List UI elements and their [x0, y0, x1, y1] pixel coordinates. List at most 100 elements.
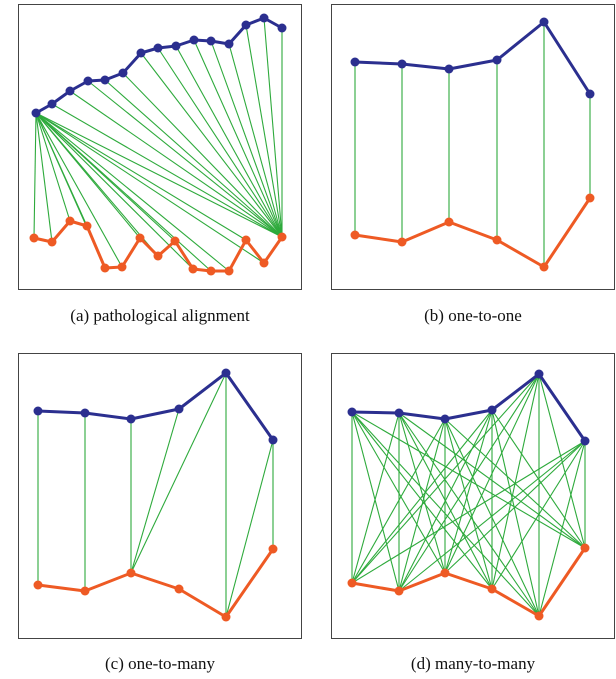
top-series-point [348, 408, 357, 417]
top-series-point [351, 58, 360, 67]
bottom-series-point [348, 579, 357, 588]
bottom-series-line [355, 198, 590, 267]
top-series-point [398, 60, 407, 69]
alignment-line [539, 441, 585, 616]
top-series-point [172, 42, 181, 51]
top-series-point [81, 409, 90, 418]
top-series-point [222, 369, 231, 378]
alignment-line [105, 80, 282, 237]
top-series-point [225, 40, 234, 49]
bottom-series-point [493, 236, 502, 245]
bottom-series-point [118, 263, 127, 272]
top-series-point [127, 415, 136, 424]
top-series-line [355, 22, 590, 94]
top-series-point [34, 407, 43, 416]
bottom-series-point [207, 267, 216, 276]
panel-c-graphic [34, 369, 278, 622]
bottom-series-point [586, 194, 595, 203]
bottom-series-point [395, 587, 404, 596]
top-series-point [540, 18, 549, 27]
bottom-series-point [136, 234, 145, 243]
alignment-line [88, 81, 282, 237]
alignment-line [70, 91, 282, 237]
bottom-series-point [260, 259, 269, 268]
top-series-point [260, 14, 269, 23]
top-series-point [190, 36, 199, 45]
bottom-series-point [488, 585, 497, 594]
top-series-point [119, 69, 128, 78]
bottom-series-point [66, 217, 75, 226]
alignment-line [131, 409, 179, 573]
top-series-line [352, 374, 585, 441]
bottom-series-point [535, 612, 544, 621]
alignment-line [211, 41, 282, 237]
top-series-point [66, 87, 75, 96]
bottom-series-point [189, 265, 198, 274]
bottom-series-point [225, 267, 234, 276]
alignment-line [352, 410, 492, 583]
bottom-series-point [222, 613, 231, 622]
bottom-series-point [127, 569, 136, 578]
panel-a-graphic [30, 14, 287, 276]
top-series-line [36, 18, 282, 113]
alignment-line [539, 374, 585, 548]
alignment-line [352, 412, 585, 548]
top-series-point [84, 77, 93, 86]
panel-d-graphic [348, 370, 590, 621]
bottom-series-line [38, 549, 273, 617]
alignment-line [158, 48, 282, 237]
top-series-point [535, 370, 544, 379]
top-series-point [48, 100, 57, 109]
bottom-series-point [34, 581, 43, 590]
bottom-series-point [83, 222, 92, 231]
alignment-line [36, 113, 52, 242]
top-series-line [38, 373, 273, 440]
bottom-series-point [175, 585, 184, 594]
alignment-line [352, 441, 585, 583]
top-series-point [154, 44, 163, 53]
top-series-point [488, 406, 497, 415]
alignment-line [226, 440, 273, 617]
alignment-line [34, 113, 36, 238]
alignment-line [131, 373, 226, 573]
top-series-point [175, 405, 184, 414]
top-series-point [493, 56, 502, 65]
top-series-point [269, 436, 278, 445]
bottom-series-line [34, 221, 282, 271]
panel-b-graphic [351, 18, 595, 272]
top-series-point [278, 24, 287, 33]
top-series-point [581, 437, 590, 446]
bottom-series-point [242, 236, 251, 245]
top-series-point [242, 21, 251, 30]
top-series-point [32, 109, 41, 118]
bottom-series-point [445, 218, 454, 227]
bottom-series-point [48, 238, 57, 247]
bottom-series-point [30, 234, 39, 243]
bottom-series-point [154, 252, 163, 261]
alignment-line [352, 412, 492, 589]
bottom-series-point [398, 238, 407, 247]
bottom-series-point [171, 237, 180, 246]
alignment-line [492, 410, 539, 616]
alignment-line [399, 413, 445, 573]
bottom-series-line [352, 548, 585, 616]
top-series-point [101, 76, 110, 85]
bottom-series-point [81, 587, 90, 596]
top-series-point [395, 409, 404, 418]
bottom-series-point [540, 263, 549, 272]
alignment-line [141, 53, 282, 237]
bottom-series-point [269, 545, 278, 554]
bottom-series-point [441, 569, 450, 578]
top-series-point [207, 37, 216, 46]
bottom-series-point [101, 264, 110, 273]
bottom-series-point [278, 233, 287, 242]
alignment-line [52, 104, 282, 237]
top-series-point [137, 49, 146, 58]
top-series-point [586, 90, 595, 99]
bottom-series-point [351, 231, 360, 240]
top-series-point [441, 415, 450, 424]
bottom-series-point [581, 544, 590, 553]
top-series-point [445, 65, 454, 74]
alignment-line [399, 374, 539, 591]
